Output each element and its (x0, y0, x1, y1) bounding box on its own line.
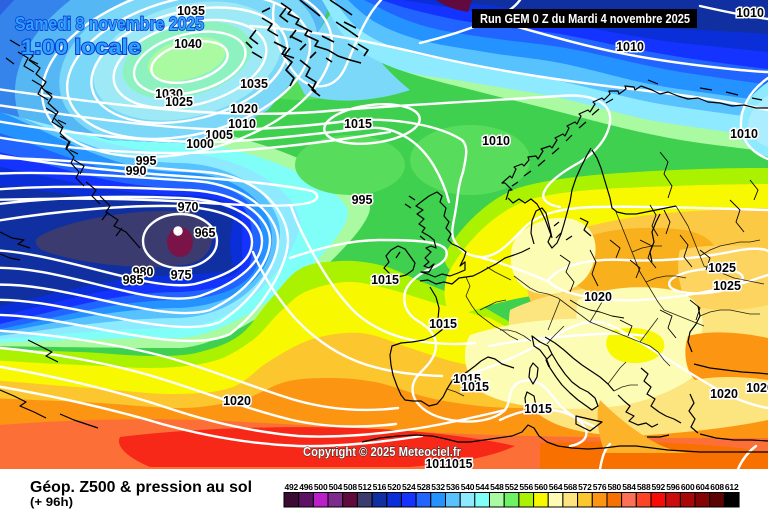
svg-text:1035: 1035 (177, 4, 205, 18)
svg-text:1010: 1010 (730, 127, 758, 141)
svg-text:Run GEM 0 Z du Mardi 4 novembr: Run GEM 0 Z du Mardi 4 novembre 2025 (480, 12, 690, 26)
svg-text:(+ 96h): (+ 96h) (30, 497, 73, 509)
svg-text:1015: 1015 (453, 372, 481, 386)
svg-text:1025: 1025 (708, 261, 736, 275)
svg-text:532: 532 (431, 482, 445, 492)
svg-text:990: 990 (126, 164, 147, 178)
svg-text:528: 528 (417, 482, 431, 492)
svg-text:492: 492 (285, 482, 299, 492)
svg-text:512: 512 (358, 482, 372, 492)
svg-text:1005: 1005 (205, 128, 233, 142)
svg-text:516: 516 (373, 482, 387, 492)
svg-text:496: 496 (299, 482, 313, 492)
svg-text:1010: 1010 (616, 40, 644, 54)
svg-text:1020: 1020 (710, 387, 738, 401)
svg-text:1010: 1010 (228, 117, 256, 131)
svg-text:580: 580 (608, 482, 622, 492)
svg-text:1035: 1035 (240, 77, 268, 91)
svg-text:1015: 1015 (524, 402, 552, 416)
svg-text:1015: 1015 (371, 273, 399, 287)
svg-text:1020: 1020 (746, 381, 768, 395)
svg-text:1015: 1015 (429, 317, 457, 331)
svg-text:1020: 1020 (584, 290, 612, 304)
svg-text:1030: 1030 (155, 87, 183, 101)
svg-text:965: 965 (195, 226, 216, 240)
svg-text:995: 995 (136, 154, 157, 168)
svg-text:584: 584 (622, 482, 636, 492)
svg-text:Copyright © 2025 Meteociel.fr: Copyright © 2025 Meteociel.fr (303, 445, 461, 459)
svg-text:544: 544 (475, 482, 489, 492)
svg-text:1010: 1010 (736, 6, 764, 20)
svg-text:540: 540 (461, 482, 475, 492)
svg-text:576: 576 (593, 482, 607, 492)
svg-text:1015: 1015 (461, 380, 489, 394)
svg-text:508: 508 (343, 482, 357, 492)
svg-text:548: 548 (490, 482, 504, 492)
svg-text:1:00 locale: 1:00 locale (21, 35, 141, 59)
svg-text:592: 592 (652, 482, 666, 492)
svg-text:524: 524 (402, 482, 416, 492)
svg-text:1040: 1040 (174, 37, 202, 51)
svg-text:612: 612 (725, 482, 739, 492)
svg-text:980: 980 (133, 265, 154, 279)
svg-text:1010: 1010 (482, 134, 510, 148)
svg-text:970: 970 (178, 200, 199, 214)
svg-text:995: 995 (352, 193, 373, 207)
svg-text:1011015: 1011015 (426, 457, 473, 471)
svg-text:564: 564 (549, 482, 563, 492)
svg-text:1025: 1025 (713, 279, 741, 293)
svg-text:600: 600 (681, 482, 695, 492)
svg-text:1000: 1000 (186, 137, 214, 151)
svg-text:500: 500 (314, 482, 328, 492)
svg-text:1020: 1020 (223, 394, 251, 408)
svg-text:Samedi 8 novembre 2025: Samedi 8 novembre 2025 (15, 13, 204, 34)
svg-text:572: 572 (578, 482, 592, 492)
svg-text:985: 985 (123, 273, 144, 287)
svg-text:560: 560 (534, 482, 548, 492)
svg-text:1015: 1015 (344, 117, 372, 131)
svg-text:504: 504 (329, 482, 343, 492)
svg-text:1020: 1020 (230, 102, 258, 116)
svg-text:520: 520 (387, 482, 401, 492)
svg-text:568: 568 (564, 482, 578, 492)
svg-text:975: 975 (171, 268, 192, 282)
svg-text:608: 608 (710, 482, 724, 492)
svg-text:536: 536 (446, 482, 460, 492)
svg-text:Géop. Z500 & pression au sol: Géop. Z500 & pression au sol (30, 479, 252, 496)
svg-text:556: 556 (519, 482, 533, 492)
svg-text:588: 588 (637, 482, 651, 492)
svg-text:552: 552 (505, 482, 519, 492)
svg-text:596: 596 (666, 482, 680, 492)
svg-text:604: 604 (696, 482, 710, 492)
svg-text:1025: 1025 (165, 95, 193, 109)
